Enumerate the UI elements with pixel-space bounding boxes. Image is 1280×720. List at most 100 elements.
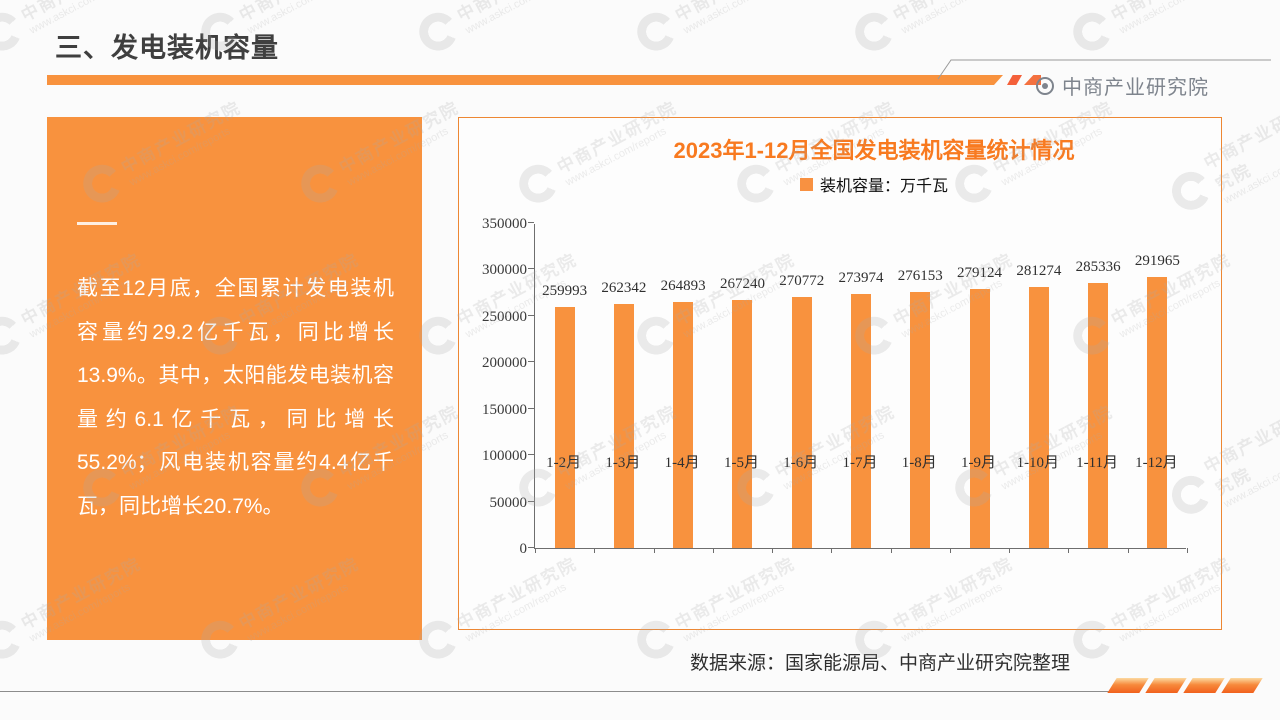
watermark-url: www.askci.com/reports: [1221, 143, 1280, 207]
watermark-url: www.askci.com/reports: [463, 0, 569, 37]
footer-accent-parallelogram: [1145, 678, 1187, 693]
brand-logo: 中商产业研究院: [1036, 71, 1209, 100]
bar-value-label: 279124: [957, 264, 1003, 281]
x-category-label: 1-8月: [901, 455, 937, 471]
y-tick-mark: [528, 314, 534, 316]
bar-1-4月: [673, 302, 694, 548]
bar-value-label: 273974: [838, 269, 884, 286]
bar-1-6月: [791, 296, 812, 548]
watermark-text: 中商产业研究院: [670, 0, 799, 26]
x-tick-mark: [712, 548, 714, 553]
watermark-logo-icon: [848, 5, 900, 58]
watermark-url: www.askci.com/reports: [1221, 447, 1280, 511]
y-tick-label: 150000: [482, 401, 527, 418]
y-tick-label: 300000: [482, 262, 527, 279]
x-category-label: 1-2月: [546, 455, 582, 471]
bar-1-10月: [1028, 286, 1049, 548]
bar-value-label: 262342: [601, 280, 647, 297]
x-tick-mark: [594, 548, 596, 553]
bar-value-label: 267240: [719, 275, 765, 292]
bar-1-3月: [613, 304, 634, 548]
watermark-url: www.askci.com/reports: [1117, 0, 1223, 37]
y-axis: 0 50000 100000 150000 200000 250000 300000 3500…: [459, 216, 528, 557]
divider-bar: [47, 75, 1003, 85]
chart-legend: 装机容量：万千瓦: [534, 172, 1214, 196]
bullseye-icon: [1036, 76, 1054, 95]
footer-rule: [0, 691, 1118, 692]
info-text: 截至12月底，全国累计发电装机容量约29.2亿千瓦，同比增长13.9%。其中，太…: [77, 277, 394, 518]
page-title: 三、发电装机容量: [55, 33, 279, 63]
watermark-text: 中商产业研究院: [1106, 0, 1235, 26]
watermark-text: 中商产业研究院: [452, 0, 581, 26]
y-tick-mark: [528, 222, 534, 223]
watermark-text: 中商产业研究院: [888, 0, 1017, 26]
legend-label: 装机容量：万千瓦: [819, 178, 948, 195]
y-tick-mark: [528, 361, 534, 363]
bar-value-label: 264893: [660, 278, 706, 295]
y-tick-label: 100000: [482, 448, 527, 465]
watermark-logo-icon: [0, 5, 28, 58]
bar-1-7月: [851, 293, 871, 548]
x-tick-mark: [535, 548, 536, 553]
bar-value-label: 259993: [542, 282, 588, 299]
bar-value-label: 276153: [897, 267, 943, 284]
x-category-label: 1-5月: [723, 455, 759, 471]
x-category-label: 1-7月: [842, 455, 878, 471]
x-category-label: 1-12月: [1135, 455, 1178, 471]
y-tick-label: 250000: [482, 308, 527, 325]
bar-1-5月: [732, 299, 753, 548]
footer-accent-parallelogram: [1183, 678, 1225, 693]
footer-accent-parallelogram: [1107, 678, 1149, 693]
watermark-text: 中商产业研究院: [234, 0, 363, 26]
bar-value-label: 281274: [1016, 262, 1062, 279]
y-tick-label: 350000: [482, 216, 527, 232]
watermark-logo-icon: [0, 309, 28, 362]
x-category-label: 1-11月: [1076, 455, 1119, 471]
chart-title: 2023年1-12月全国发电装机容量统计情况: [673, 138, 1075, 163]
x-tick-mark: [1009, 548, 1011, 553]
y-tick-mark: [528, 268, 534, 270]
x-tick-mark: [1127, 548, 1129, 553]
chart-panel: 2023年1-12月全国发电装机容量统计情况 装机容量：万千瓦 0 50000 10…: [458, 117, 1222, 630]
bar-value-label: 285336: [1075, 259, 1121, 276]
watermark-logo-icon: [1066, 5, 1118, 58]
source-note: 数据来源：国家能源局、中商产业研究院整理: [689, 653, 1070, 674]
x-tick-mark: [653, 548, 655, 553]
y-tick-mark: [528, 407, 534, 409]
x-category-label: 1-10月: [1016, 455, 1060, 471]
divider-accent-triangle: [1024, 75, 1041, 85]
x-tick-mark: [1187, 548, 1188, 553]
bar-value-label: 270772: [779, 272, 825, 289]
bar-value-label: 291965: [1134, 252, 1180, 269]
y-tick-label: 0: [519, 541, 528, 557]
y-tick-mark: [528, 454, 534, 456]
info-dash: [77, 222, 117, 225]
watermark-url: www.askci.com/reports: [681, 0, 787, 37]
divider-accent-parallelogram: [1007, 75, 1022, 85]
info-box: 截至12月底，全国累计发电装机容量约29.2亿千瓦，同比增长13.9%。其中，太…: [47, 117, 422, 640]
footer-accents: [1107, 678, 1263, 693]
plot-area: 259993 262342 264893 267240 270772 273974 2761…: [528, 222, 1188, 553]
watermark-logo-icon: [0, 613, 28, 666]
x-tick-mark: [831, 548, 833, 553]
x-tick-mark: [772, 548, 774, 553]
y-tick-mark: [528, 500, 534, 502]
brand-name: 中商产业研究院: [1062, 77, 1209, 99]
x-tick-mark: [1068, 548, 1070, 553]
x-category-label: 1-3月: [605, 455, 641, 471]
watermark-logo-icon: [412, 5, 464, 58]
watermark-text: 中商产业研究院: [16, 0, 145, 26]
watermark-logo-icon: [630, 5, 682, 58]
y-tick-label: 50000: [489, 494, 528, 511]
y-tick-mark: [528, 547, 534, 548]
bar-1-9月: [969, 288, 990, 548]
bar-1-2月: [554, 306, 575, 548]
bar-1-11月: [1088, 283, 1109, 548]
legend-swatch: [799, 177, 813, 191]
bar-1-8月: [910, 291, 931, 548]
x-category-label: 1-9月: [961, 455, 997, 471]
